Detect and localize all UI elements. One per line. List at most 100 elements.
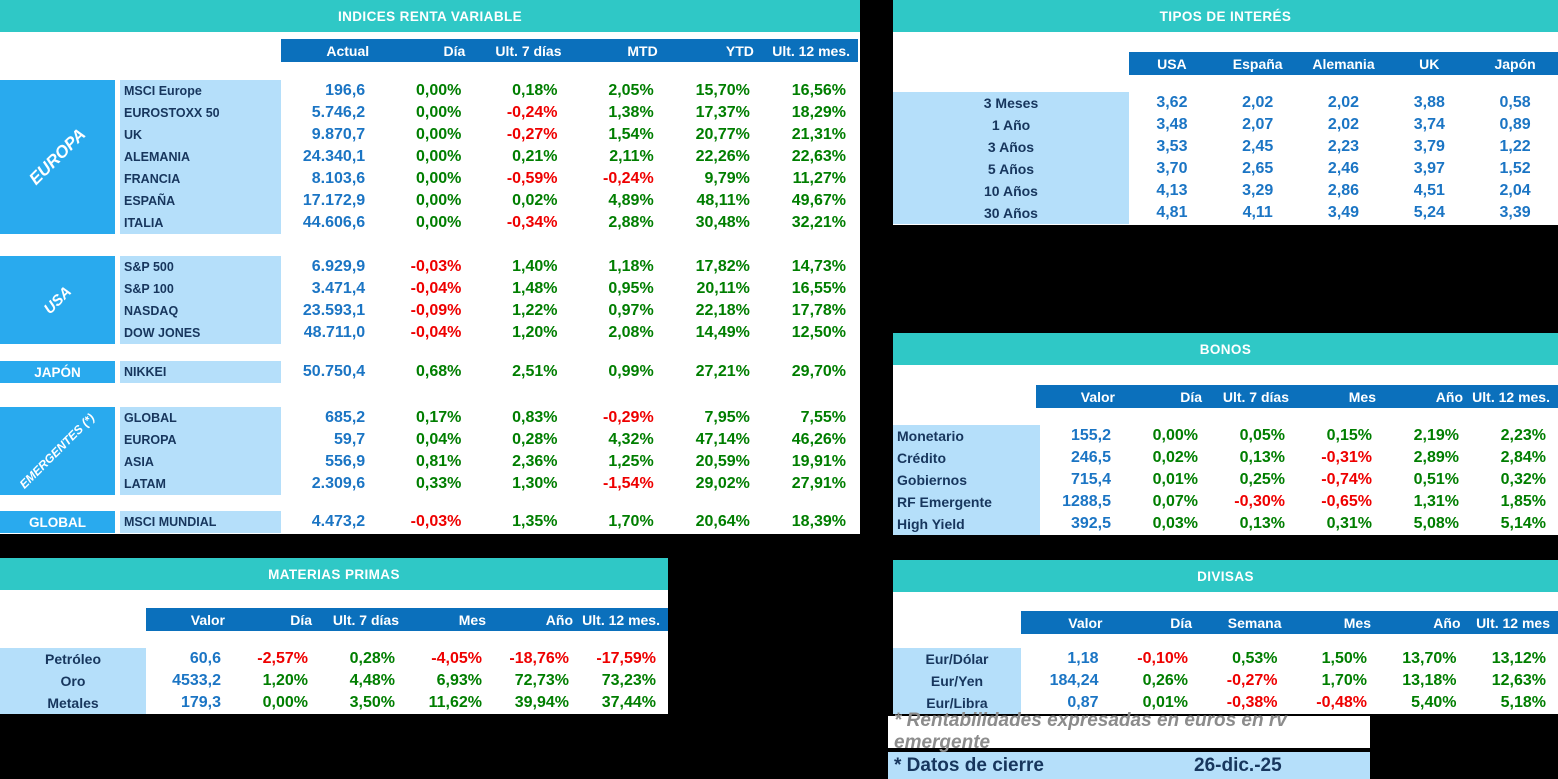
value-cell: 47,14% bbox=[695, 431, 750, 448]
value-cell: -0,27% bbox=[506, 126, 558, 143]
value-cell: -0,24% bbox=[506, 104, 558, 121]
value-row: 23.593,1 -0,09% 1,22% 0,97% 22,18% 17,78% bbox=[281, 300, 858, 322]
value-cell: 0,03% bbox=[1152, 515, 1198, 532]
value-cell: 3,50% bbox=[349, 694, 395, 711]
category-block-usa: USA bbox=[0, 256, 115, 344]
value-cell: 1,22% bbox=[512, 302, 558, 319]
value-row: 2.309,6 0,33% 1,30% -1,54% 29,02% 27,91% bbox=[281, 473, 858, 495]
value-row: 3,62 2,02 2,02 3,88 0,58 bbox=[1129, 92, 1558, 114]
value-row: 246,5 0,02% 0,13% -0,31% 2,89% 2,84% bbox=[1036, 447, 1558, 469]
value-cell: 6.929,9 bbox=[311, 258, 366, 275]
value-cell: 0,53% bbox=[1232, 650, 1278, 667]
value-cell: 0,28% bbox=[512, 431, 558, 448]
value-cell: 13,18% bbox=[1402, 672, 1457, 689]
row-label: 3 Años bbox=[893, 136, 1129, 158]
value-cell: 20,11% bbox=[696, 280, 750, 297]
value-cell: 0,28% bbox=[349, 650, 395, 667]
value-cell: 5,08% bbox=[1413, 515, 1459, 532]
row-label: EUROSTOXX 50 bbox=[120, 102, 281, 124]
footer-datos-cierre: * Datos de cierre 26-dic.-25 bbox=[888, 752, 1370, 779]
value-cell: 0,00% bbox=[1152, 427, 1198, 444]
row-label: 3 Meses bbox=[893, 92, 1129, 114]
value-cell: 0,32% bbox=[1500, 471, 1546, 488]
value-cell: 0,87 bbox=[1067, 694, 1099, 711]
value-cell: 4,11 bbox=[1242, 204, 1273, 221]
value-row: 155,2 0,00% 0,05% 0,15% 2,19% 2,23% bbox=[1036, 425, 1558, 447]
value-cell: 0,00% bbox=[415, 82, 462, 99]
column-header: USA bbox=[1157, 55, 1187, 72]
value-cell: 8.103,6 bbox=[311, 170, 366, 187]
bonos-table: BONOS Valor Día Ult. 7 días Mes Año Ult. 12 m… bbox=[893, 333, 1558, 535]
value-cell: 0,00% bbox=[262, 694, 308, 711]
column-header: Ult. 12 mes. bbox=[1472, 388, 1550, 405]
value-cell: 1288,5 bbox=[1062, 493, 1111, 510]
value-cell: 556,9 bbox=[325, 453, 366, 470]
column-header: Valor bbox=[1080, 388, 1115, 405]
tipos-de-interes-table: TIPOS DE INTERÉS USA España Alemania UK Japó… bbox=[893, 0, 1558, 225]
column-header: Ult. 7 días bbox=[495, 42, 562, 59]
value-cell: -0,27% bbox=[1226, 672, 1278, 689]
value-cell: 19,91% bbox=[791, 453, 847, 470]
value-cell: -17,59% bbox=[596, 650, 656, 667]
row-label: S&P 500 bbox=[120, 256, 281, 278]
row-label: High Yield bbox=[893, 513, 1040, 535]
value-cell: -0,74% bbox=[1321, 471, 1372, 488]
value-cell: 0,00% bbox=[415, 214, 462, 231]
value-cell: 2,08% bbox=[608, 324, 654, 341]
value-cell: 0,01% bbox=[1152, 471, 1198, 488]
value-row: 1288,5 0,07% -0,30% -0,65% 1,31% 1,85% bbox=[1036, 491, 1558, 513]
value-cell: 0,68% bbox=[415, 363, 462, 380]
value-row: 8.103,6 0,00% -0,59% -0,24% 9,79% 11,27% bbox=[281, 168, 858, 190]
value-cell: 46,26% bbox=[791, 431, 847, 448]
row-label: UK bbox=[120, 124, 281, 146]
value-cell: 7,95% bbox=[704, 409, 750, 426]
value-cell: 18,39% bbox=[791, 513, 847, 530]
value-cell: 20,77% bbox=[695, 126, 750, 143]
value-row: 60,6 -2,57% 0,28% -4,05% -18,76% -17,59% bbox=[146, 648, 668, 670]
value-cell: 2,02 bbox=[1327, 116, 1360, 133]
indices-renta-variable-table: INDICES RENTA VARIABLE Actual Día Ult. 7 d… bbox=[0, 0, 860, 534]
value-cell: 1,70% bbox=[608, 513, 654, 530]
row-label: Eur/Dólar bbox=[893, 648, 1021, 670]
value-cell: 685,2 bbox=[325, 409, 366, 426]
value-cell: 24.340,1 bbox=[302, 148, 366, 165]
value-cell: 0,33% bbox=[415, 475, 462, 492]
value-cell: 0,13% bbox=[1239, 449, 1285, 466]
value-cell: 20,64% bbox=[695, 513, 750, 530]
row-label: Metales bbox=[0, 692, 146, 714]
column-header: Día bbox=[1170, 614, 1192, 631]
value-cell: 6,93% bbox=[436, 672, 482, 689]
value-cell: 3,39 bbox=[1499, 204, 1531, 221]
row-label: LATAM bbox=[120, 473, 281, 495]
value-cell: 3.471,4 bbox=[311, 280, 366, 297]
value-cell: 49,67% bbox=[791, 192, 847, 209]
value-row: 184,24 0,26% -0,27% 1,70% 13,18% 12,63% bbox=[1021, 670, 1558, 692]
value-cell: -0,29% bbox=[602, 409, 654, 426]
value-cell: 3,79 bbox=[1413, 138, 1445, 155]
value-cell: 0,02% bbox=[512, 192, 558, 209]
value-cell: 1,54% bbox=[608, 126, 654, 143]
value-cell: 14,73% bbox=[791, 258, 847, 275]
column-header: MTD bbox=[627, 42, 658, 59]
column-header: España bbox=[1232, 55, 1283, 72]
value-cell: 50.750,4 bbox=[302, 363, 366, 380]
value-cell: 2,84% bbox=[1500, 449, 1546, 466]
value-cell: 0,18% bbox=[512, 82, 558, 99]
value-cell: 18,29% bbox=[791, 104, 847, 121]
value-cell: 0,97% bbox=[608, 302, 654, 319]
value-cell: -0,04% bbox=[410, 324, 462, 341]
row-label: NASDAQ bbox=[120, 300, 281, 322]
value-cell: 13,70% bbox=[1402, 650, 1457, 667]
column-header: Ult. 7 días bbox=[332, 611, 399, 628]
value-cell: 1,18 bbox=[1067, 650, 1099, 667]
value-cell: 0,26% bbox=[1142, 672, 1188, 689]
value-cell: -0,09% bbox=[410, 302, 462, 319]
value-row: 715,4 0,01% 0,25% -0,74% 0,51% 0,32% bbox=[1036, 469, 1558, 491]
column-header: Día bbox=[1180, 388, 1202, 405]
value-cell: 7,55% bbox=[800, 409, 847, 426]
category-block-global: GLOBAL bbox=[0, 511, 115, 533]
value-row: 4533,2 1,20% 4,48% 6,93% 72,73% 73,23% bbox=[146, 670, 668, 692]
value-cell: 16,56% bbox=[791, 82, 847, 99]
row-label: EUROPA bbox=[120, 429, 281, 451]
value-cell: 5,24 bbox=[1413, 204, 1445, 221]
